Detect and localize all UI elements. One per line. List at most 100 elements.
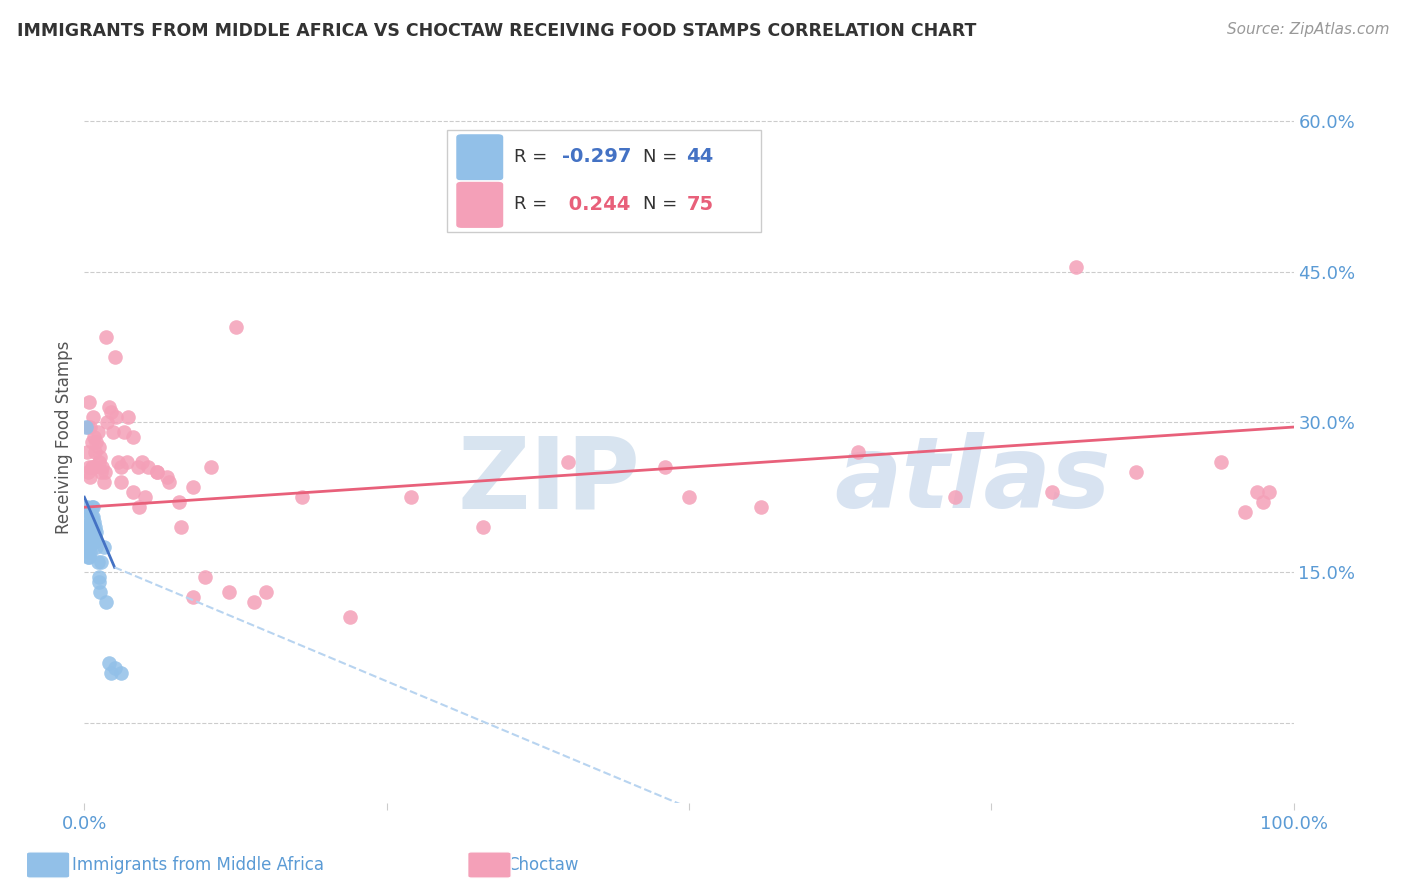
Point <box>128 500 150 515</box>
Point <box>76 445 98 459</box>
Point <box>79 545 101 559</box>
Point <box>77 550 100 565</box>
Point <box>110 475 132 490</box>
FancyBboxPatch shape <box>456 181 503 228</box>
Point <box>77 505 100 519</box>
Point <box>846 445 869 459</box>
Point <box>138 460 160 475</box>
Text: Source: ZipAtlas.com: Source: ZipAtlas.com <box>1226 22 1389 37</box>
Point <box>110 460 132 475</box>
Text: 75: 75 <box>686 195 714 214</box>
Point <box>100 405 122 419</box>
Point <box>80 520 103 534</box>
Point <box>1258 485 1281 500</box>
Point <box>339 610 361 624</box>
Point <box>121 485 143 500</box>
Text: -0.297: -0.297 <box>562 147 631 167</box>
Point <box>83 525 105 540</box>
Point <box>134 490 156 504</box>
Point <box>96 415 118 429</box>
Point <box>77 465 100 479</box>
Point <box>77 520 100 534</box>
Point <box>84 530 107 544</box>
Point <box>678 490 700 504</box>
Point <box>155 470 177 484</box>
Point <box>127 460 149 475</box>
Point <box>112 425 135 439</box>
Point <box>87 440 110 454</box>
Point <box>1125 465 1147 479</box>
Point <box>93 541 115 555</box>
Point <box>1209 455 1232 469</box>
Point <box>254 585 277 599</box>
Text: ZIP: ZIP <box>458 433 641 530</box>
Point <box>104 410 127 425</box>
Point <box>200 460 222 475</box>
Point <box>75 420 97 434</box>
Point <box>83 460 105 475</box>
Point <box>181 480 204 494</box>
Point <box>77 510 100 524</box>
Point <box>83 430 105 444</box>
Point <box>194 570 217 584</box>
Point <box>103 425 125 439</box>
Point <box>89 450 111 464</box>
Point <box>87 570 110 584</box>
Point <box>77 541 100 555</box>
Point <box>86 425 108 439</box>
Point <box>82 460 104 475</box>
Point <box>77 520 100 534</box>
Point <box>79 525 101 540</box>
FancyBboxPatch shape <box>27 852 70 878</box>
Point <box>86 541 108 555</box>
Point <box>399 490 422 504</box>
Point <box>110 665 132 680</box>
Point <box>94 595 117 609</box>
Point <box>90 465 112 479</box>
Point <box>157 475 180 490</box>
Point <box>80 435 103 450</box>
Point <box>97 656 120 670</box>
Point <box>104 660 127 674</box>
Point <box>100 665 122 680</box>
Point <box>218 585 240 599</box>
Point <box>943 490 966 504</box>
Point <box>86 525 108 540</box>
Point <box>76 530 98 544</box>
Text: Immigrants from Middle Africa: Immigrants from Middle Africa <box>72 856 325 874</box>
Point <box>77 530 100 544</box>
Text: IMMIGRANTS FROM MIDDLE AFRICA VS CHOCTAW RECEIVING FOOD STAMPS CORRELATION CHART: IMMIGRANTS FROM MIDDLE AFRICA VS CHOCTAW… <box>17 22 976 40</box>
Point <box>77 550 100 565</box>
Point <box>181 591 204 605</box>
Point <box>1246 485 1268 500</box>
Text: atlas: atlas <box>834 433 1111 530</box>
Point <box>97 400 120 414</box>
Point <box>80 500 103 515</box>
Point <box>291 490 314 504</box>
Point <box>225 319 247 334</box>
Point <box>77 460 100 475</box>
Point <box>170 520 193 534</box>
Y-axis label: Receiving Food Stamps: Receiving Food Stamps <box>55 341 73 533</box>
Text: 44: 44 <box>686 147 714 167</box>
Text: 0.244: 0.244 <box>562 195 630 214</box>
Point <box>80 510 103 524</box>
Point <box>87 455 110 469</box>
Point <box>94 330 117 344</box>
Point <box>82 530 104 544</box>
Point <box>91 460 114 475</box>
Point <box>79 470 101 484</box>
Point <box>93 475 115 490</box>
FancyBboxPatch shape <box>468 852 512 878</box>
Point <box>654 460 676 475</box>
Point <box>76 520 98 534</box>
Text: N =: N = <box>643 195 683 213</box>
Point <box>84 520 107 534</box>
Point <box>557 455 579 469</box>
Point <box>86 555 108 569</box>
Point <box>1253 495 1275 509</box>
Point <box>83 515 105 529</box>
Point <box>79 420 101 434</box>
Point <box>90 555 112 569</box>
Point <box>104 350 127 364</box>
